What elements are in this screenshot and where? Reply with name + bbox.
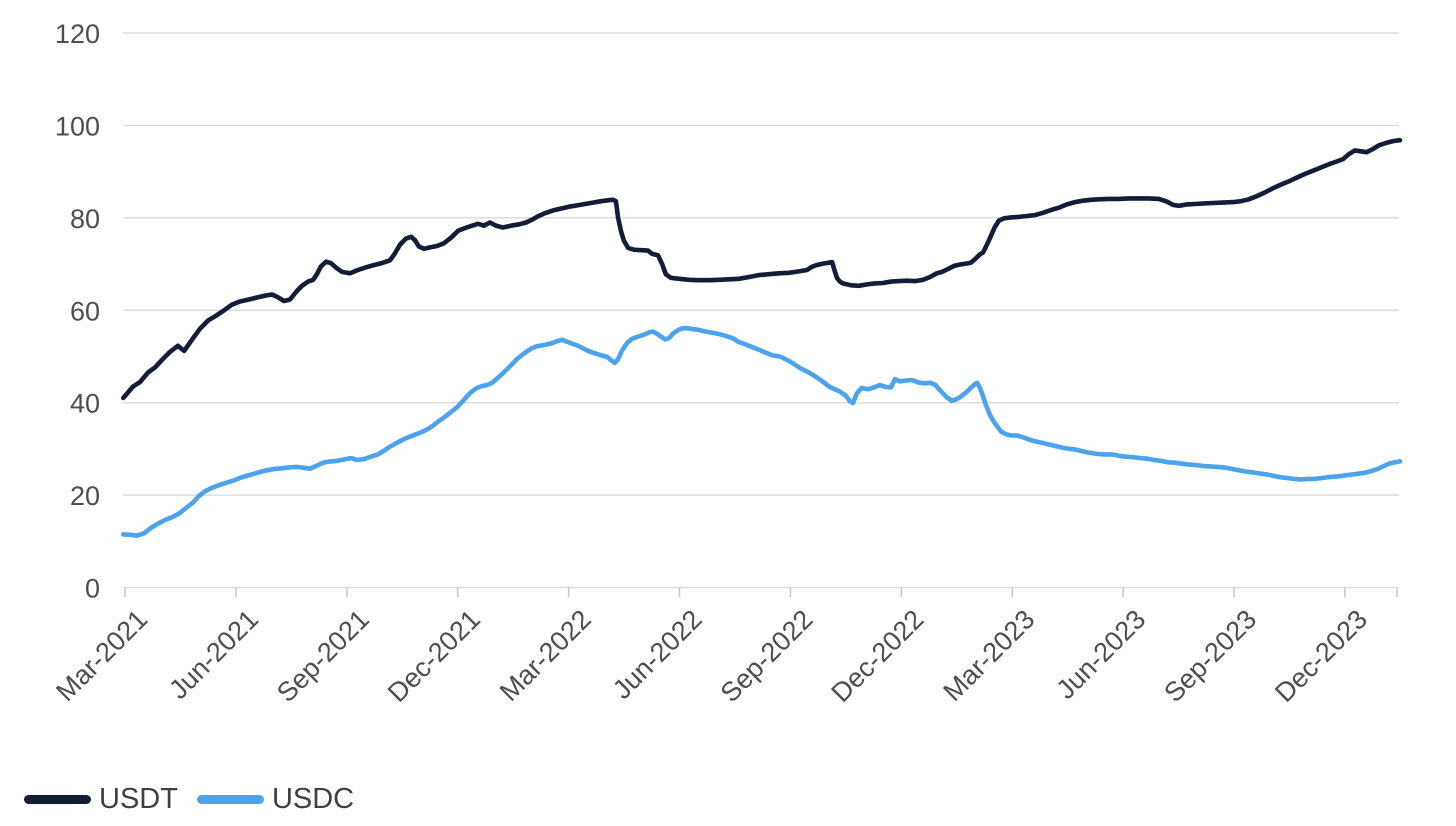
x-axis-tick-label: Dec-2023 [1269,604,1373,708]
x-axis-tick-label: Mar-2022 [494,604,597,707]
legend-label-usdc: USDC [271,783,355,815]
y-axis-tick-label: 20 [70,481,100,511]
x-axis-tick-label: Sep-2022 [715,604,819,708]
legend-item-usdc: USDC [196,783,355,816]
y-axis-tick-label: 60 [70,296,100,326]
x-axis-tick-label: Dec-2021 [382,604,486,708]
y-axis-tick-label: 100 [55,111,100,141]
x-axis-tick-label: Jun-2023 [1051,604,1152,705]
series-line-usdc [120,325,1403,539]
x-axis-tick-label: Jun-2021 [163,604,264,705]
x-axis-tick-label: Mar-2023 [938,604,1041,707]
y-axis-tick-label: 80 [70,204,100,234]
usdc-line-swatch [196,795,264,804]
legend-item-usdt: USDT [24,783,178,816]
y-axis-tick-label: 120 [55,19,100,49]
y-axis-tick-label: 0 [85,574,100,604]
y-axis-tick-label: 40 [70,389,100,419]
series-line-usdt [120,137,1403,401]
x-axis-tick-label: Sep-2023 [1158,604,1262,708]
x-axis-tick-label: Dec-2022 [826,604,930,708]
chart-legend: USDT USDC [24,783,354,816]
usdt-line-swatch [24,795,91,804]
x-axis-tick-label: Mar-2021 [50,604,153,707]
x-axis-tick-label: Jun-2022 [607,604,708,705]
x-axis-tick-label: Sep-2021 [271,604,375,708]
legend-label-usdt: USDT [99,783,178,815]
